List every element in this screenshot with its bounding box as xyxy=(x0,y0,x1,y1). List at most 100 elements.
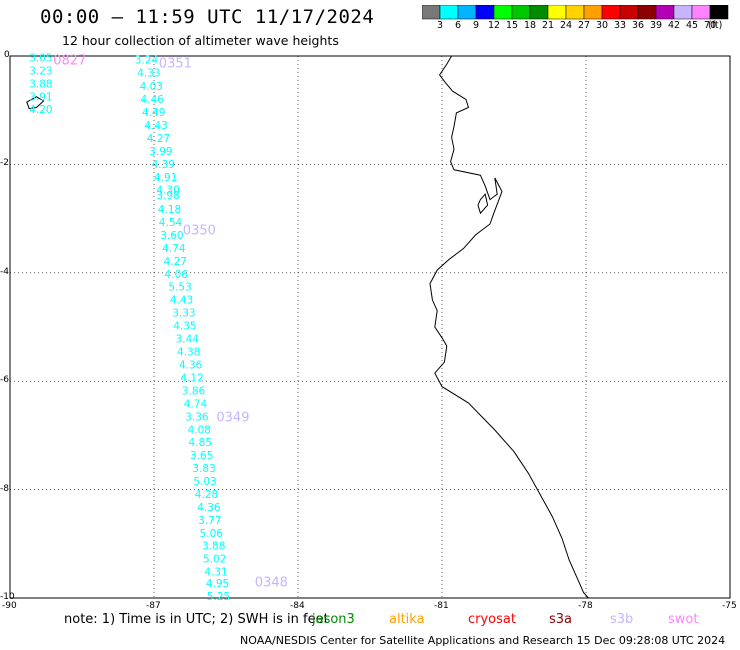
legend-label: 39 xyxy=(649,20,663,31)
x-tick-label: -75 xyxy=(722,601,737,611)
swh-value-label: 5.53 xyxy=(168,281,191,293)
swh-value-label: 5.02 xyxy=(203,553,226,565)
y-tick-label: -6 xyxy=(0,375,9,386)
swh-value-label: 3.44 xyxy=(176,333,200,345)
swh-value-label: 4.74 xyxy=(184,398,208,410)
legend-label: 3 xyxy=(436,20,444,31)
legend-label: 6 xyxy=(454,20,462,31)
swh-value-label: 3.77 xyxy=(198,515,221,527)
page-title: 00:00 — 11:59 UTC 11/17/2024 xyxy=(40,6,375,28)
swh-value-label: 3.23 xyxy=(29,66,52,78)
legend-label: 30 xyxy=(595,20,609,31)
legend-unit: (ft) xyxy=(708,20,723,31)
swh-value-label: 4.18 xyxy=(158,204,181,216)
pass-time-label: 0351 xyxy=(159,57,192,72)
swh-value-label: 3.36 xyxy=(185,411,209,423)
legend-label: 18 xyxy=(523,20,537,31)
y-tick-label: 0 xyxy=(4,50,10,60)
legend-label: 45 xyxy=(685,20,699,31)
swh-value-label: 4.43 xyxy=(144,120,167,132)
swh-value-label: 4.20 xyxy=(29,104,52,116)
swh-value-label: 4.12 xyxy=(180,372,203,384)
x-tick-label: -90 xyxy=(2,601,17,611)
satellite-label-swot: swot xyxy=(668,612,699,627)
color-legend xyxy=(422,5,729,20)
swh-value-label: 5.25 xyxy=(207,591,230,603)
swh-value-label: 4.27 xyxy=(164,256,187,268)
swh-value-label: 3.05 xyxy=(29,53,52,65)
legend-swatch xyxy=(709,5,729,20)
credit-line: NOAA/NESDIS Center for Satellite Applica… xyxy=(240,634,726,647)
legend-label: 12 xyxy=(487,20,501,31)
swh-value-label: 4.33 xyxy=(137,67,160,79)
legend-label: 27 xyxy=(577,20,591,31)
pass-time-label: 0350 xyxy=(183,223,216,238)
swh-value-label: 3.60 xyxy=(160,230,183,242)
legend-label: 24 xyxy=(559,20,573,31)
page-subtitle: 12 hour collection of altimeter wave hei… xyxy=(62,33,339,48)
x-tick-label: -87 xyxy=(146,601,161,611)
legend-label: 15 xyxy=(505,20,519,31)
satellite-label-jason3: jason3 xyxy=(312,612,355,627)
y-tick-label: -8 xyxy=(0,483,9,494)
swh-value-label: 4.46 xyxy=(141,94,165,106)
swh-value-label: 3.86 xyxy=(182,385,206,397)
swh-value-label: 3.88 xyxy=(29,79,52,91)
swh-value-label: 4.39 xyxy=(152,159,175,171)
swh-value-label: 4.06 xyxy=(165,269,189,281)
footer-note: note: 1) Time is in UTC; 2) SWH is in fe… xyxy=(64,612,329,627)
swh-value-label: 4.43 xyxy=(170,294,193,306)
swh-value-label: 4.36 xyxy=(197,502,221,514)
swh-value-label: 4.08 xyxy=(188,424,211,436)
swh-value-label: 4.35 xyxy=(173,320,196,332)
swh-value-label: 4.03 xyxy=(140,81,163,93)
swh-value-label: 3.91 xyxy=(29,92,52,104)
swh-value-label: 3.65 xyxy=(190,450,213,462)
swh-value-label: 4.95 xyxy=(206,578,229,590)
swh-value-label: 3.33 xyxy=(172,307,195,319)
swh-value-label: 3.99 xyxy=(149,146,172,158)
swh-value-label: 3.24 xyxy=(135,54,159,66)
swh-value-label: 4.27 xyxy=(147,133,170,145)
satellite-label-s3a: s3a xyxy=(549,612,573,627)
map-frame xyxy=(9,55,731,599)
island xyxy=(26,96,45,110)
swh-value-label: 3.83 xyxy=(192,463,215,475)
swh-value-label: 4.31 xyxy=(204,566,227,578)
pass-time-label: 0349 xyxy=(216,410,249,425)
swh-value-label: 4.85 xyxy=(189,437,212,449)
satellite-label-cryosat: cryosat xyxy=(468,612,516,627)
swh-value-label: 3.98 xyxy=(156,190,179,202)
legend-label: 21 xyxy=(541,20,555,31)
swh-value-label: 4.49 xyxy=(142,107,165,119)
satellite-label-s3b: s3b xyxy=(610,612,634,627)
x-tick-label: -84 xyxy=(290,601,305,611)
pass-time-label: 0827 xyxy=(53,53,86,68)
legend-label: 36 xyxy=(631,20,645,31)
coastline xyxy=(429,55,589,599)
legend-label: 9 xyxy=(472,20,480,31)
swh-value-label: 4.91 xyxy=(154,172,177,184)
x-tick-label: -78 xyxy=(578,601,593,611)
swh-value-label: 4.30 xyxy=(156,184,179,196)
swh-value-label: 4.28 xyxy=(195,489,218,501)
swh-value-label: 4.74 xyxy=(162,243,186,255)
y-tick-label: -2 xyxy=(0,158,9,169)
y-tick-label: -10 xyxy=(0,592,15,602)
legend-label: 70 xyxy=(703,20,717,31)
pass-time-label: 0348 xyxy=(255,576,288,591)
swh-value-label: 5.03 xyxy=(193,476,216,488)
satellite-label-altika: altika xyxy=(389,612,425,627)
island xyxy=(477,193,489,215)
y-tick-label: -4 xyxy=(0,266,9,277)
legend-label: 42 xyxy=(667,20,681,31)
swh-value-label: 5.06 xyxy=(200,528,224,540)
swh-value-label: 4.36 xyxy=(179,359,203,371)
legend-label: 33 xyxy=(613,20,627,31)
x-tick-label: -81 xyxy=(434,601,449,611)
swh-value-label: 4.38 xyxy=(177,346,200,358)
swh-value-label: 3.88 xyxy=(202,540,225,552)
swh-value-label: 4.54 xyxy=(159,217,183,229)
